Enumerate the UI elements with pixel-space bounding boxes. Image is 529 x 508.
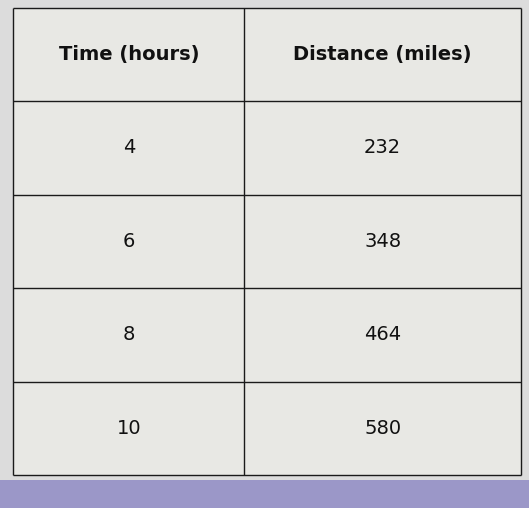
Text: 348: 348	[364, 232, 401, 251]
Bar	[13, 382, 244, 475]
Bar	[244, 382, 521, 475]
Bar	[13, 101, 244, 195]
Text: Distance (miles): Distance (miles)	[294, 45, 472, 64]
Text: 464: 464	[364, 325, 401, 344]
Text: 6: 6	[123, 232, 135, 251]
Text: 10: 10	[116, 419, 141, 438]
Text: 232: 232	[364, 138, 401, 157]
Text: 8: 8	[123, 325, 135, 344]
Bar	[244, 101, 521, 195]
Text: 580: 580	[364, 419, 401, 438]
Bar	[244, 8, 521, 101]
Bar	[0, 480, 529, 508]
Bar	[13, 195, 244, 288]
Text: 4: 4	[123, 138, 135, 157]
Bar	[244, 288, 521, 382]
Text: Time (hours): Time (hours)	[59, 45, 199, 64]
Bar	[13, 8, 244, 101]
Bar	[13, 288, 244, 382]
Bar	[244, 195, 521, 288]
